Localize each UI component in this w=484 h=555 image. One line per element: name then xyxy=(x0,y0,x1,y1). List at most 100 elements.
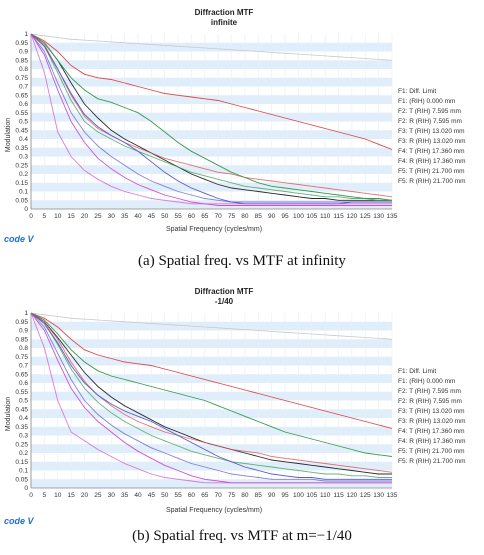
x-tick-label: 90 xyxy=(268,492,276,499)
grid-band xyxy=(31,42,392,52)
y-tick-label: 0.75 xyxy=(15,75,28,82)
x-tick-label: 80 xyxy=(241,213,249,220)
x-tick-label: 115 xyxy=(333,492,344,499)
chart-title: Diffraction MTF xyxy=(195,287,254,296)
y-tick-label: 0.15 xyxy=(15,459,28,466)
series-line xyxy=(30,33,393,61)
x-tick-label: 135 xyxy=(387,213,398,220)
x-tick-label: 105 xyxy=(306,492,317,499)
x-tick-label: 80 xyxy=(241,492,249,499)
grid-band xyxy=(31,374,392,383)
grid-band xyxy=(31,147,392,157)
x-tick-label: 65 xyxy=(201,492,209,499)
grid-band xyxy=(31,444,392,453)
y-tick-label: 0.95 xyxy=(15,319,28,326)
x-tick-label: 110 xyxy=(320,213,331,220)
x-tick-label: 0 xyxy=(29,213,33,220)
plot-area: 0.050.1 0.15 0.2 0.250.3 0.35 0.4 0.450.5 0.55 0… xyxy=(15,31,397,220)
legend-entry: F4: T (RIH) 17.360 mm xyxy=(398,428,465,435)
y-tick-label: 0.6 xyxy=(19,101,28,108)
legend-entry: F3: R (RIH) 13.020 mm xyxy=(398,418,466,425)
y-tick-label: 0.65 xyxy=(15,92,28,99)
series-line xyxy=(30,33,392,205)
series-line xyxy=(30,312,392,478)
x-tick-label: 15 xyxy=(67,213,75,220)
x-tick-label: 40 xyxy=(134,213,142,220)
legend-entry: F2: R (RIH) 7.595 mm xyxy=(398,398,462,405)
series-line xyxy=(30,312,393,457)
x-tick-label: 60 xyxy=(188,213,196,220)
series-line xyxy=(30,312,393,473)
x-tick-label: 30 xyxy=(108,213,116,220)
legend-entry: F3: T (RIH) 13.020 mm xyxy=(398,408,465,415)
legend-entry: F3: R (RIH) 13.020 mm xyxy=(398,138,466,145)
caption: (b) Spatial freq. vs MTF at m=−1/40 xyxy=(132,528,352,544)
series-line xyxy=(30,33,392,203)
x-tick-label: 85 xyxy=(255,492,263,499)
series-line xyxy=(30,33,393,198)
x-tick-label: 130 xyxy=(373,492,384,499)
x-axis-label: Spatial Frequency (cycles/mm) xyxy=(166,507,262,514)
legend-entry: F2: T (RIH) 7.595 mm xyxy=(398,108,461,115)
x-tick-label: 55 xyxy=(174,492,182,499)
x-tick-label: 90 xyxy=(268,213,276,220)
x-tick-label: 70 xyxy=(215,213,223,220)
legend-entry: F2: T (RIH) 7.595 mm xyxy=(398,388,461,395)
x-tick-label: 0 xyxy=(29,492,33,499)
x-tick-label: 125 xyxy=(360,492,371,499)
x-tick-label: 100 xyxy=(293,213,304,220)
y-tick-label: 0.7 xyxy=(19,84,28,91)
y-tick-label: 0.9 xyxy=(19,328,28,335)
x-tick-label: 30 xyxy=(108,492,116,499)
x-tick-label: 10 xyxy=(54,492,62,499)
x-tick-label: 100 xyxy=(293,492,304,499)
x-tick-label: 70 xyxy=(215,492,223,499)
legend-entry: F5: T (RIH) 21.700 mm xyxy=(398,448,465,455)
grid-band xyxy=(31,130,392,139)
y-tick-label: 0.2 xyxy=(19,450,28,457)
x-tick-label: 25 xyxy=(94,213,102,220)
y-tick-label: 0.45 xyxy=(15,406,28,413)
series-line xyxy=(30,33,393,201)
legend-entry: F1: Diff. Limit xyxy=(398,88,436,95)
y-tick-label: 0.5 xyxy=(19,398,28,405)
y-tick-label: 0.6 xyxy=(19,380,28,387)
y-tick-label: 0.85 xyxy=(15,336,28,343)
y-tick-label: 0.65 xyxy=(15,371,28,378)
grid-band xyxy=(31,409,392,418)
x-tick-label: 40 xyxy=(134,492,142,499)
series-line xyxy=(30,312,393,429)
chart-title: Diffraction MTF xyxy=(195,8,254,17)
y-tick-label: 0.95 xyxy=(15,40,28,47)
grid-band xyxy=(31,461,392,471)
legend-entry: F5: T (RIH) 21.700 mm xyxy=(398,168,465,175)
y-tick-label: 0.5 xyxy=(19,119,28,126)
series-line xyxy=(30,33,392,206)
y-tick-label: 0.15 xyxy=(15,180,28,187)
y-tick-label: 0.8 xyxy=(19,66,28,73)
x-axis-label: Spatial Frequency (cycles/mm) xyxy=(166,226,262,233)
y-tick-label: 0.4 xyxy=(19,415,28,422)
x-tick-label: 60 xyxy=(188,492,196,499)
mtf-chart-panel-a: Diffraction MTF infinite Modulation Spat… xyxy=(4,8,466,269)
chart-subtitle: infinite xyxy=(211,18,238,27)
x-tick-label: 20 xyxy=(81,492,89,499)
x-tick-label: 35 xyxy=(121,492,129,499)
y-tick-label: 1 xyxy=(24,31,28,38)
legend-entry: F4: T (RIH) 17.360 mm xyxy=(398,148,465,155)
y-axis-label: Modulation xyxy=(5,397,12,431)
y-tick-label: 0.3 xyxy=(19,433,28,440)
y-tick-label: 0.3 xyxy=(19,154,28,161)
x-tick-label: 50 xyxy=(161,213,169,220)
legend-entry: F4: R (RIH) 17.360 mm xyxy=(398,438,466,445)
mtf-chart-panel-b: Diffraction MTF -1/40 Modulation Spatial… xyxy=(4,287,466,544)
x-tick-label: 20 xyxy=(81,213,89,220)
legend-entry: F5: R (RIH) 21.700 mm xyxy=(398,458,466,465)
y-tick-label: 0.1 xyxy=(19,189,28,196)
x-tick-label: 120 xyxy=(346,492,357,499)
legend-entry: F5: R (RIH) 21.700 mm xyxy=(398,178,466,185)
y-tick-label: 0.7 xyxy=(19,363,28,370)
x-tick-label: 65 xyxy=(201,213,209,220)
series-line xyxy=(30,33,392,201)
